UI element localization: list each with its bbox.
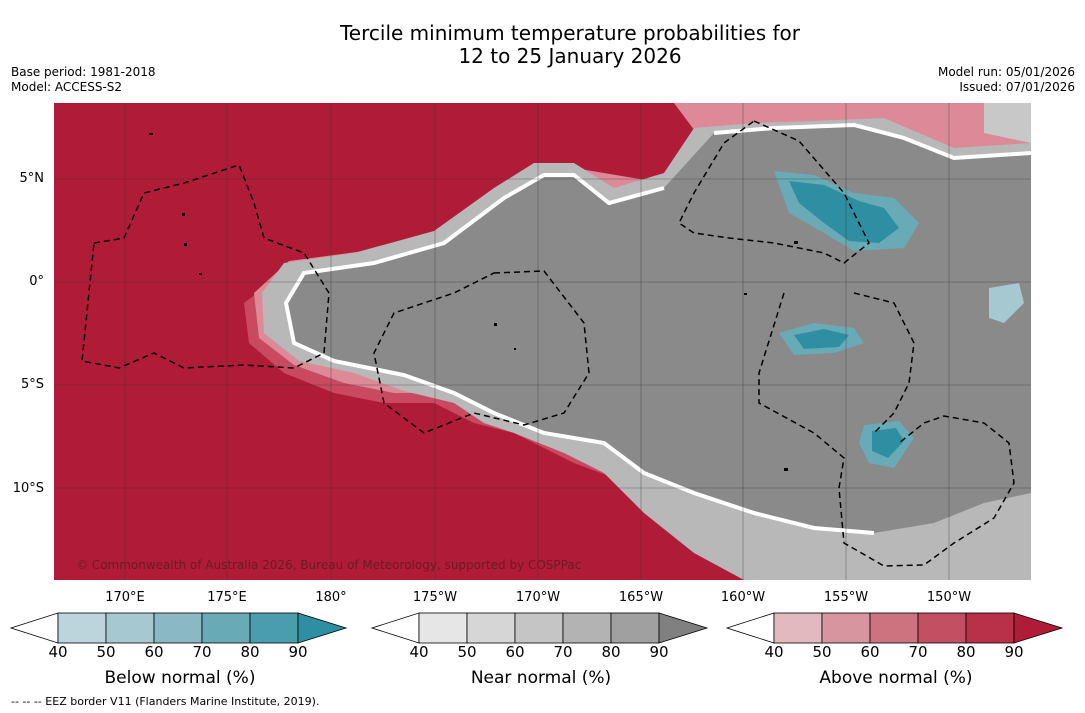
graticule: [54, 103, 1031, 580]
lon-label-175w: 175°W: [412, 590, 458, 605]
colorbar-near-normal-svg: [371, 612, 709, 644]
colorbar-segment: [418, 612, 468, 644]
cb-tick: 60: [860, 643, 880, 661]
colorbar-above-normal-svg: [726, 612, 1064, 644]
model-run: Model run: 05/01/2026: [937, 65, 1075, 79]
lon-label-175e: 175°E: [207, 590, 247, 605]
title-line-1: Tercile minimum temperature probabilitie…: [339, 21, 801, 45]
cb-tick: 40: [764, 643, 784, 661]
lat-label-0: 0°: [29, 274, 44, 289]
map-title: Tercile minimum temperature probabilitie…: [0, 22, 1085, 68]
lat-label-5s: 5°S: [20, 377, 44, 392]
title-line-2: 12 to 25 January 2026: [458, 44, 682, 68]
lon-label-160w: 160°W: [720, 590, 766, 605]
below-normal-patch-4: [989, 283, 1024, 323]
cb-tick: 80: [601, 643, 621, 661]
colorbar-segment: [466, 612, 516, 644]
eez-borders: [81, 120, 1015, 567]
cb-tick: 60: [144, 643, 164, 661]
colorbar-segment: [610, 612, 660, 644]
colorbar-segment: [917, 612, 967, 644]
colorbar-extend-high: [297, 612, 348, 644]
copyright-notice: © Commonwealth of Australia 2026, Bureau…: [76, 558, 582, 572]
cb-tick: 50: [96, 643, 116, 661]
colorbar-below-normal: [10, 612, 350, 644]
below-normal-patch-3-core: [872, 428, 904, 458]
cb-tick: 90: [288, 643, 308, 661]
colorbar-segment: [153, 612, 203, 644]
base-period: Base period: 1981-2018: [11, 65, 156, 79]
colorbar-extend-low: [371, 612, 420, 644]
colorbar-extend-high: [1013, 612, 1064, 644]
colorbar-segment: [514, 612, 564, 644]
lon-label-155w: 155°W: [823, 590, 869, 605]
issued-date: Issued: 07/01/2026: [959, 80, 1075, 94]
lon-label-165w: 165°W: [618, 590, 664, 605]
lon-label-150w: 150°W: [926, 590, 972, 605]
cb-tick: 90: [649, 643, 669, 661]
lat-label-5n: 5°N: [19, 171, 45, 186]
colorbar-extend-low: [726, 612, 775, 644]
model-name: Model: ACCESS-S2: [11, 80, 123, 94]
colorbar-extend-high: [658, 612, 709, 644]
colorbar-below-label: Below normal (%): [104, 668, 256, 688]
colorbar-above-normal: [726, 612, 1066, 644]
cb-tick: 50: [812, 643, 832, 661]
colorbar-above-label: Above normal (%): [819, 668, 973, 688]
cb-tick: 70: [553, 643, 573, 661]
colorbar-below-normal-svg: [10, 612, 348, 644]
cb-tick: 90: [1004, 643, 1024, 661]
cb-tick: 80: [956, 643, 976, 661]
cb-tick: 40: [48, 643, 68, 661]
meta-left: Base period: 1981-2018 Model: ACCESS-S2: [11, 65, 156, 95]
below-normal-patch-1-core: [789, 181, 899, 243]
cb-tick: 40: [409, 643, 429, 661]
colorbar-segment: [773, 612, 823, 644]
probability-map[interactable]: [54, 103, 1031, 580]
lon-label-170w: 170°W: [515, 590, 561, 605]
colorbar-segment: [57, 612, 107, 644]
cb-tick: 70: [192, 643, 212, 661]
colorbar-segment: [105, 612, 155, 644]
cb-tick: 50: [457, 643, 477, 661]
colorbar-segment: [562, 612, 612, 644]
meta-right: Model run: 05/01/2026 Issued: 07/01/2026: [938, 65, 1075, 95]
colorbar-segment: [821, 612, 871, 644]
colorbar-segment: [869, 612, 919, 644]
colorbar-segment: [249, 612, 299, 644]
colorbar-near-label: Near normal (%): [470, 668, 612, 688]
islands: [149, 133, 798, 471]
lon-label-180: 180°: [315, 590, 347, 605]
colorbar-near-normal: [371, 612, 711, 644]
colorbar-extend-low: [10, 612, 59, 644]
eez-border-note: -- -- -- EEZ border V11 (Flanders Marine…: [11, 695, 320, 708]
probability-contour: [283, 122, 1031, 535]
lat-label-10s: 10°S: [12, 481, 44, 496]
cb-tick: 70: [908, 643, 928, 661]
cb-tick: 80: [240, 643, 260, 661]
cb-tick: 60: [505, 643, 525, 661]
colorbar-segment: [201, 612, 251, 644]
below-normal-patch-2-core: [794, 329, 849, 349]
lon-label-170e: 170°E: [105, 590, 145, 605]
colorbar-segment: [965, 612, 1015, 644]
near-normal-topright: [984, 103, 1031, 143]
